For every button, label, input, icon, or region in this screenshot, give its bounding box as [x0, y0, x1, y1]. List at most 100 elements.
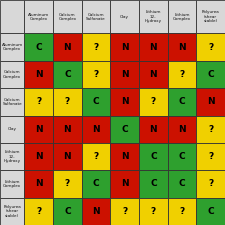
Text: Aluminum
Complex: Aluminum Complex — [2, 43, 23, 51]
Text: C: C — [179, 180, 185, 189]
Bar — [53, 61, 82, 88]
Bar — [110, 143, 139, 170]
Text: C: C — [64, 207, 71, 216]
Bar — [196, 88, 225, 115]
Text: Aluminum
Complex: Aluminum Complex — [28, 13, 49, 21]
Text: ?: ? — [65, 97, 70, 106]
Bar — [168, 88, 196, 115]
Bar — [82, 170, 110, 198]
Text: C: C — [150, 180, 157, 189]
Text: Lithium
Complex: Lithium Complex — [173, 13, 191, 21]
Bar — [82, 198, 110, 225]
Text: ?: ? — [122, 207, 127, 216]
Text: Polyurea
(shear
stable): Polyurea (shear stable) — [3, 205, 21, 218]
Text: N: N — [150, 70, 157, 79]
Bar — [110, 61, 139, 88]
Bar — [168, 143, 196, 170]
Bar — [139, 61, 168, 88]
Bar — [168, 61, 196, 88]
Text: N: N — [92, 125, 100, 134]
Bar — [0, 115, 24, 143]
Bar — [139, 33, 168, 61]
Bar — [53, 0, 82, 33]
Text: Clay: Clay — [120, 15, 129, 19]
Bar — [24, 143, 53, 170]
Text: C: C — [93, 180, 99, 189]
Bar — [82, 33, 110, 61]
Bar — [24, 61, 53, 88]
Text: ?: ? — [179, 207, 185, 216]
Bar — [110, 0, 139, 33]
Bar — [0, 33, 24, 61]
Text: C: C — [179, 97, 185, 106]
Bar — [139, 88, 168, 115]
Bar — [110, 198, 139, 225]
Text: N: N — [63, 125, 71, 134]
Bar — [168, 0, 196, 33]
Text: N: N — [150, 125, 157, 134]
Bar — [0, 0, 24, 33]
Bar — [139, 0, 168, 33]
Bar — [196, 61, 225, 88]
Bar — [24, 198, 53, 225]
Text: ?: ? — [208, 125, 213, 134]
Text: N: N — [178, 125, 186, 134]
Bar — [110, 88, 139, 115]
Text: C: C — [93, 97, 99, 106]
Text: ?: ? — [93, 70, 99, 79]
Text: ?: ? — [208, 43, 213, 52]
Text: ?: ? — [179, 70, 185, 79]
Text: N: N — [150, 43, 157, 52]
Text: ?: ? — [36, 207, 41, 216]
Bar — [110, 33, 139, 61]
Bar — [53, 143, 82, 170]
Bar — [82, 115, 110, 143]
Text: N: N — [121, 152, 128, 161]
Bar — [53, 88, 82, 115]
Text: N: N — [207, 97, 214, 106]
Bar — [24, 33, 53, 61]
Bar — [24, 88, 53, 115]
Bar — [24, 115, 53, 143]
Bar — [196, 198, 225, 225]
Text: ?: ? — [208, 180, 213, 189]
Text: Calcium
Complex: Calcium Complex — [3, 70, 21, 79]
Text: C: C — [121, 125, 128, 134]
Text: ?: ? — [65, 180, 70, 189]
Text: N: N — [121, 97, 128, 106]
Text: Calcium
Sulfonate: Calcium Sulfonate — [86, 13, 106, 21]
Text: C: C — [150, 152, 157, 161]
Text: N: N — [178, 43, 186, 52]
Text: N: N — [63, 152, 71, 161]
Bar — [82, 88, 110, 115]
Bar — [139, 143, 168, 170]
Bar — [0, 170, 24, 198]
Bar — [82, 61, 110, 88]
Bar — [196, 170, 225, 198]
Text: Polyurea
(shear
stable): Polyurea (shear stable) — [202, 10, 220, 23]
Text: N: N — [121, 70, 128, 79]
Bar — [168, 115, 196, 143]
Text: N: N — [35, 152, 43, 161]
Text: N: N — [63, 43, 71, 52]
Text: Lithium
Complex: Lithium Complex — [3, 180, 21, 188]
Text: ?: ? — [208, 152, 213, 161]
Text: C: C — [35, 43, 42, 52]
Text: C: C — [179, 152, 185, 161]
Bar — [24, 0, 53, 33]
Text: ?: ? — [151, 97, 156, 106]
Text: N: N — [35, 125, 43, 134]
Bar — [53, 198, 82, 225]
Text: Calcium
Complex: Calcium Complex — [58, 13, 76, 21]
Text: C: C — [64, 70, 71, 79]
Text: N: N — [35, 70, 43, 79]
Bar — [82, 0, 110, 33]
Bar — [139, 198, 168, 225]
Bar — [0, 198, 24, 225]
Text: ?: ? — [151, 207, 156, 216]
Text: N: N — [35, 180, 43, 189]
Text: Clay: Clay — [8, 127, 17, 131]
Bar — [196, 33, 225, 61]
Bar — [196, 115, 225, 143]
Text: ?: ? — [93, 152, 99, 161]
